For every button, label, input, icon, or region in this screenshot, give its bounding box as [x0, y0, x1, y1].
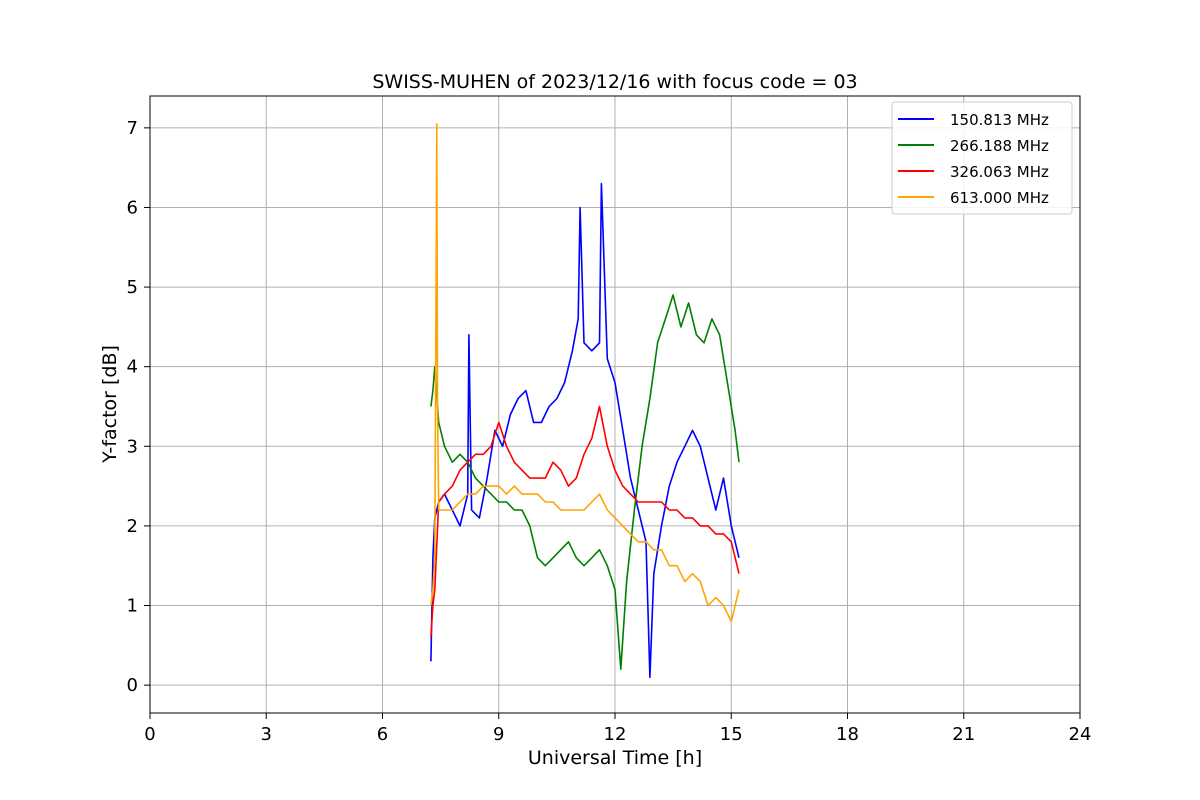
x-tick-label: 6	[377, 724, 388, 745]
series-line-3	[430, 123, 740, 623]
y-tick-label: 5	[127, 277, 138, 298]
series-line-1	[430, 294, 740, 671]
legend-label: 613.000 MHz	[950, 189, 1049, 207]
legend-label: 266.188 MHz	[950, 137, 1049, 155]
y-tick-label: 2	[127, 516, 138, 537]
x-tick-label: 3	[261, 724, 272, 745]
x-tick-label: 9	[493, 724, 504, 745]
x-tick-label: 15	[720, 724, 743, 745]
chart-title: SWISS-MUHEN of 2023/12/16 with focus cod…	[372, 71, 857, 93]
x-tick-label: 18	[836, 724, 859, 745]
legend-label: 150.813 MHz	[950, 111, 1049, 129]
x-tick-label: 21	[952, 724, 975, 745]
y-tick-label: 7	[127, 118, 138, 139]
y-tick-label: 6	[127, 197, 138, 218]
legend-box	[891, 101, 1073, 215]
y-tick-label: 0	[127, 675, 138, 696]
series-line-0	[430, 182, 740, 679]
series-layer	[430, 123, 740, 679]
y-tick-label: 1	[127, 596, 138, 617]
y-axis-label: Y-factor [dB]	[99, 345, 121, 464]
x-axis-label: Universal Time [h]	[528, 747, 702, 769]
y-tick-label: 3	[127, 436, 138, 457]
y-tick-label: 4	[127, 357, 138, 378]
series-line-2	[430, 405, 740, 638]
legend: 150.813 MHz 266.188 MHz 326.063 MHz 613.000…	[891, 101, 1073, 215]
x-tick-label: 12	[604, 724, 627, 745]
x-tick-label: 24	[1069, 724, 1092, 745]
x-tick-label: 0	[144, 724, 155, 745]
legend-label: 326.063 MHz	[950, 163, 1049, 181]
